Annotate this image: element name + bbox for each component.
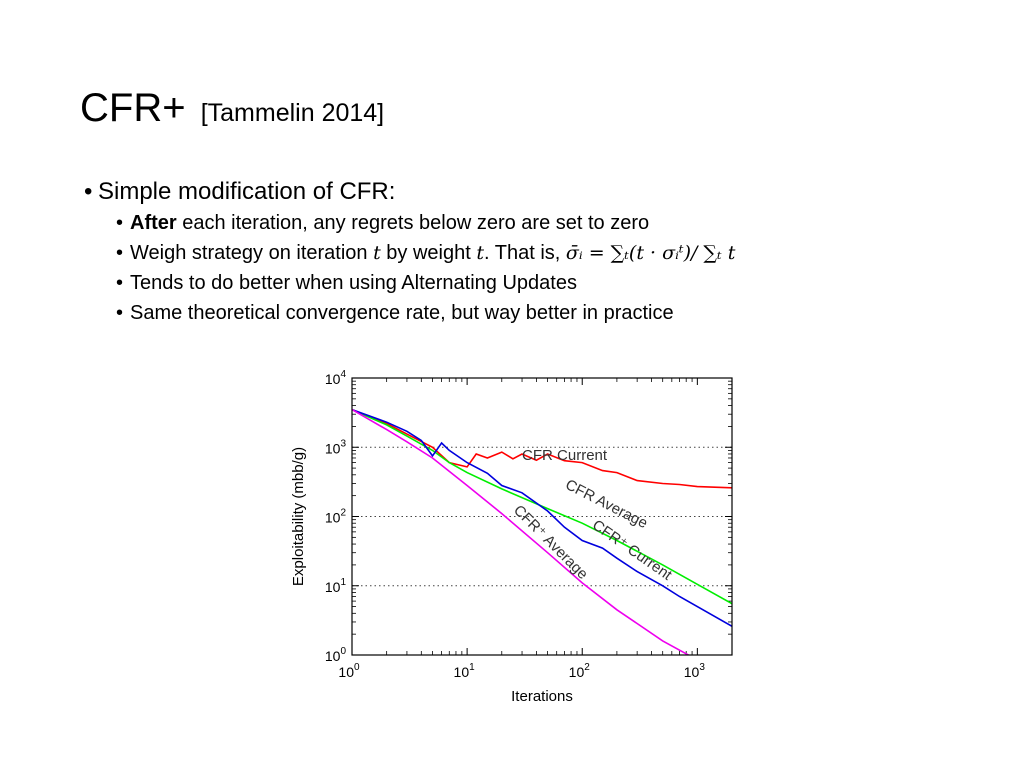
title-citation: [Tammelin 2014]	[200, 99, 385, 127]
x-tick-label: 103	[684, 662, 706, 680]
series-line-3	[352, 408, 691, 655]
series-annotation: CFR Current	[522, 447, 608, 464]
math-formula: σ̄ᵢ = ∑ₜ(t · σᵢᵗ)/ ∑ₜ t	[565, 242, 736, 264]
sub-bullet-after: • After each iteration, any regrets below…	[116, 212, 735, 235]
plot-frame	[351, 377, 733, 656]
sub4-text: Same theoretical convergence rate, but w…	[130, 302, 674, 324]
sub2-mid: by weight	[380, 242, 477, 264]
math-t2: t	[476, 242, 484, 264]
sub2-text: Weigh strategy on iteration	[130, 242, 374, 264]
exploitability-chart: 100 101 102 103 104 100 101 102 103 CFR Current CF…	[285, 360, 745, 710]
series-line-0	[352, 408, 732, 489]
sub2-end: . That is,	[484, 242, 566, 264]
bullet-main: • Simple modification of CFR:	[84, 178, 735, 206]
bullet-dot: •	[116, 272, 124, 294]
after-bold: After	[130, 212, 177, 234]
series-line-2	[352, 408, 732, 627]
y-tick-label: 101	[325, 577, 347, 595]
series-line-1	[352, 408, 732, 605]
y-tick-label: 100	[325, 646, 347, 664]
bullet-dot: •	[84, 178, 93, 205]
y-tick-label: 103	[325, 438, 347, 456]
sub3-text: Tends to do better when using Alternatin…	[130, 272, 577, 294]
bullet-dot: •	[116, 212, 124, 234]
y-tick-label: 102	[325, 508, 347, 526]
bullet-dot: •	[116, 242, 124, 264]
bullet-dot: •	[116, 302, 124, 324]
x-tick-label: 100	[338, 662, 360, 680]
x-axis-label: Iterations	[511, 688, 573, 705]
sub-bullet-convergence: • Same theoretical convergence rate, but …	[116, 302, 735, 325]
y-tick-label: 104	[325, 369, 347, 387]
sub-bullet-alternating: • Tends to do better when using Alternati…	[116, 272, 735, 295]
math-t1: t	[373, 242, 381, 264]
sub-bullet-weigh: • Weigh strategy on iteration t by weight…	[116, 242, 735, 265]
x-tick-label: 102	[569, 662, 591, 680]
x-tick-label: 101	[454, 662, 476, 680]
sub1-text: each iteration, any regrets below zero a…	[176, 212, 650, 234]
slide-title: CFR+ [Tammelin 2014]	[80, 88, 384, 128]
title-main: CFR+	[80, 86, 186, 130]
bullet-main-text: Simple modification of CFR:	[98, 178, 396, 205]
bullet-list: • Simple modification of CFR: • After each…	[84, 178, 735, 332]
y-axis-label: Exploitability (mbb/g)	[290, 447, 307, 586]
